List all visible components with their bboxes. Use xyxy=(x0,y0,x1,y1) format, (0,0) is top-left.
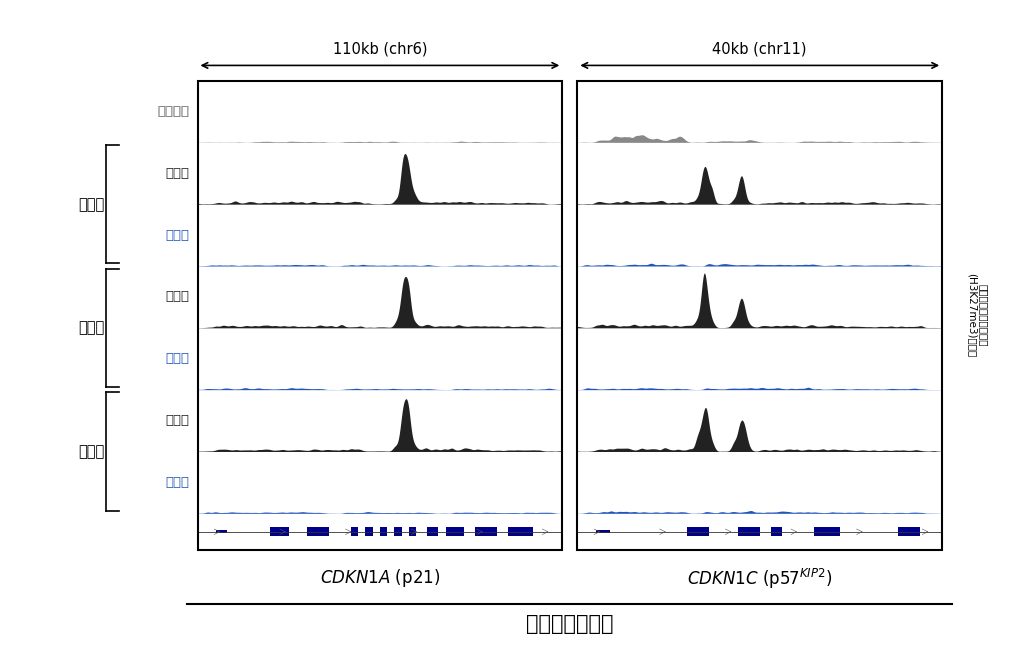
Text: 患者１: 患者１ xyxy=(78,197,104,211)
Bar xyxy=(475,527,496,536)
Text: 投薬前: 投薬前 xyxy=(165,167,189,180)
Bar xyxy=(394,527,402,536)
Bar xyxy=(216,530,227,533)
Text: 患者３: 患者３ xyxy=(78,444,104,459)
Text: 正常細胞: 正常細胞 xyxy=(157,105,189,118)
Bar xyxy=(409,527,416,536)
Bar xyxy=(596,530,610,533)
Bar xyxy=(307,527,329,536)
Bar xyxy=(350,527,358,536)
Text: 治療後: 治療後 xyxy=(165,476,189,489)
Text: メチルヒストンレベル
(H3K27me3)レベル: メチルヒストンレベル (H3K27me3)レベル xyxy=(966,273,989,358)
Text: 患者２: 患者２ xyxy=(78,320,104,336)
Bar xyxy=(446,527,464,536)
Bar xyxy=(366,527,373,536)
Text: $\mathit{CDKN1A}$ (p21): $\mathit{CDKN1A}$ (p21) xyxy=(320,567,440,589)
Bar xyxy=(737,527,760,536)
Text: 110kb (chr6): 110kb (chr6) xyxy=(332,42,427,57)
Text: 治療後: 治療後 xyxy=(165,229,189,242)
Bar xyxy=(508,527,533,536)
Bar xyxy=(771,527,782,536)
Text: がん抑制遣伝子: がん抑制遣伝子 xyxy=(526,614,614,634)
Text: 正常細胞: 正常細胞 xyxy=(157,105,189,118)
Bar xyxy=(380,527,387,536)
Bar xyxy=(687,527,709,536)
Text: 投薬前: 投薬前 xyxy=(165,414,189,427)
Text: 治療後: 治療後 xyxy=(165,352,189,365)
Bar xyxy=(270,527,289,536)
Text: 投薬前: 投薬前 xyxy=(165,291,189,303)
Text: $\mathit{CDKN1C}$ (p57$^{\mathit{KIP2}}$): $\mathit{CDKN1C}$ (p57$^{\mathit{KIP2}}$… xyxy=(687,567,833,591)
Bar xyxy=(899,527,920,536)
Bar xyxy=(814,527,840,536)
Bar xyxy=(427,527,439,536)
Text: 40kb (chr11): 40kb (chr11) xyxy=(712,42,807,57)
